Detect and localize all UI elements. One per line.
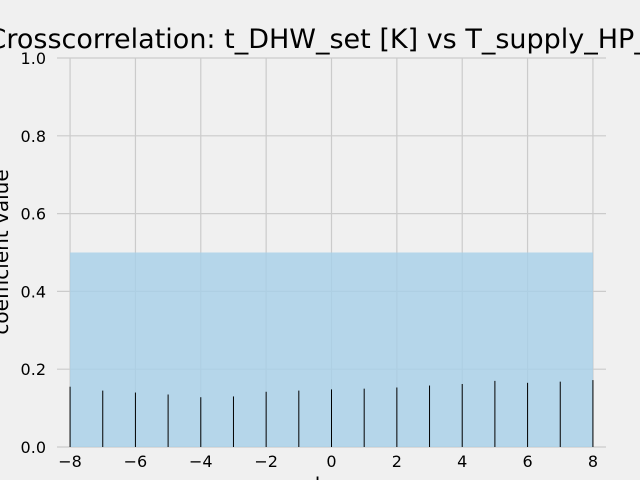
y-tick-label: 0.2 [21,360,46,379]
x-tick-label: −8 [58,452,82,471]
x-tick-label: −6 [124,452,148,471]
y-tick-label: 0.6 [21,205,46,224]
x-tick-label: −2 [254,452,278,471]
x-tick-label: 0 [326,452,336,471]
x-tick-label: 2 [392,452,402,471]
y-tick-label: 0.4 [21,282,46,301]
x-axis-label: lag [315,473,346,480]
y-tick-labels: 0.0 0.2 0.4 0.6 0.8 1.0 [21,49,46,457]
y-tick-label: 0.0 [21,438,46,457]
x-tick-label: 6 [522,452,532,471]
y-tick-label: 0.8 [21,127,46,146]
y-axis-label: coefficient value [0,169,13,334]
x-tick-label: 4 [457,452,467,471]
bars-layer [69,380,594,447]
x-tick-label: 8 [588,452,598,471]
chart-title: Crosscorrelation: t_DHW_set [K] vs T_sup… [0,24,640,55]
x-tick-label: −4 [189,452,213,471]
y-tick-label: 1.0 [21,49,46,68]
x-tick-labels: −8 −6 −4 −2 0 2 4 6 8 [58,452,598,471]
